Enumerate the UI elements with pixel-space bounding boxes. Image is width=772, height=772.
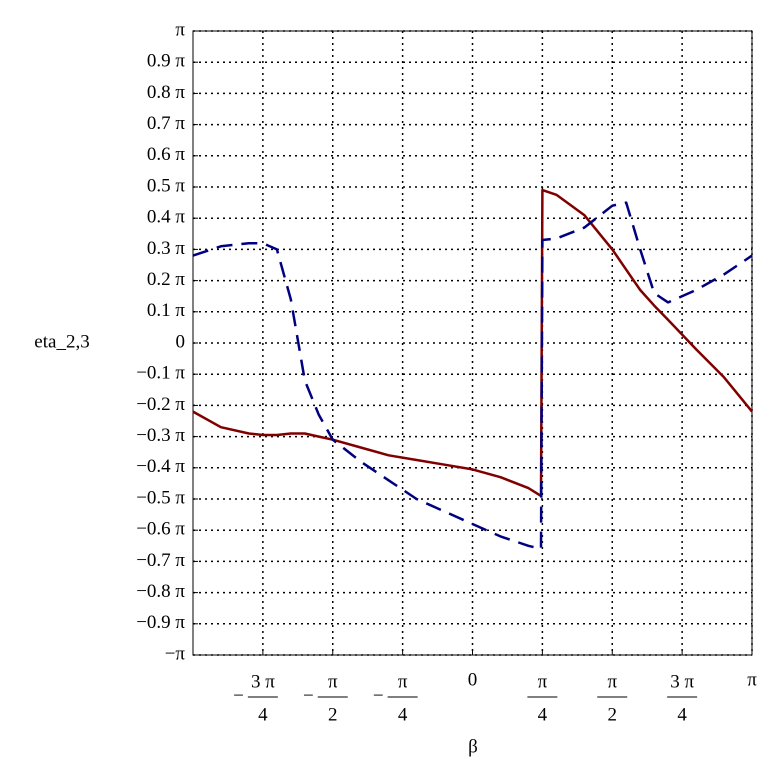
x-tick-numerator: π (398, 671, 408, 692)
x-tick-numerator: π (538, 671, 548, 692)
x-tick-denominator: 4 (677, 704, 687, 725)
x-tick-sign: − (303, 685, 314, 706)
x-tick-denominator: 2 (328, 704, 338, 725)
series-line (192, 188, 753, 498)
y-tick-label: 0.7 π (147, 113, 186, 134)
x-tick-label: π (747, 669, 757, 690)
y-tick-label: 0.8 π (147, 82, 186, 103)
x-tick-denominator: 4 (258, 704, 268, 725)
y-tick-label: 0.3 π (147, 238, 186, 259)
y-tick-label: −0.5 π (136, 487, 185, 508)
y-tick-label: −0.6 π (136, 519, 185, 540)
x-tick-denominator: 2 (608, 704, 618, 725)
y-tick-label: −0.7 π (136, 550, 185, 571)
y-axis-label: eta_2,3 (34, 331, 89, 352)
y-tick-label: −π (165, 643, 186, 664)
y-tick-label: 0.4 π (147, 207, 186, 228)
x-tick-denominator: 4 (398, 704, 408, 725)
y-tick-label: −0.2 π (136, 394, 185, 415)
x-tick-numerator: 3 π (670, 671, 694, 692)
x-tick-label: 0 (468, 669, 478, 690)
x-tick-numerator: π (328, 671, 338, 692)
y-tick-label: 0.1 π (147, 300, 186, 321)
y-tick-label: −0.4 π (136, 456, 185, 477)
y-tick-label: 0.5 π (147, 175, 186, 196)
x-axis-label: β (468, 736, 478, 757)
y-tick-label: −0.1 π (136, 363, 185, 384)
plot-frame (192, 30, 753, 656)
x-tick-sign: − (233, 685, 244, 706)
x-tick-numerator: π (607, 671, 617, 692)
y-tick-label: −0.9 π (136, 612, 185, 633)
y-tick-label: 0.9 π (147, 51, 186, 72)
x-tick-numerator: 3 π (251, 671, 275, 692)
y-tick-label: −0.8 π (136, 581, 185, 602)
y-tick-label: −0.3 π (136, 425, 185, 446)
y-tick-label: π (175, 19, 185, 40)
y-tick-label: 0.6 π (147, 144, 186, 165)
series-line (192, 201, 753, 551)
y-tick-label: 0 (176, 331, 186, 352)
x-tick-denominator: 4 (538, 704, 548, 725)
x-tick-sign: − (373, 685, 384, 706)
y-tick-label: 0.2 π (147, 269, 186, 290)
